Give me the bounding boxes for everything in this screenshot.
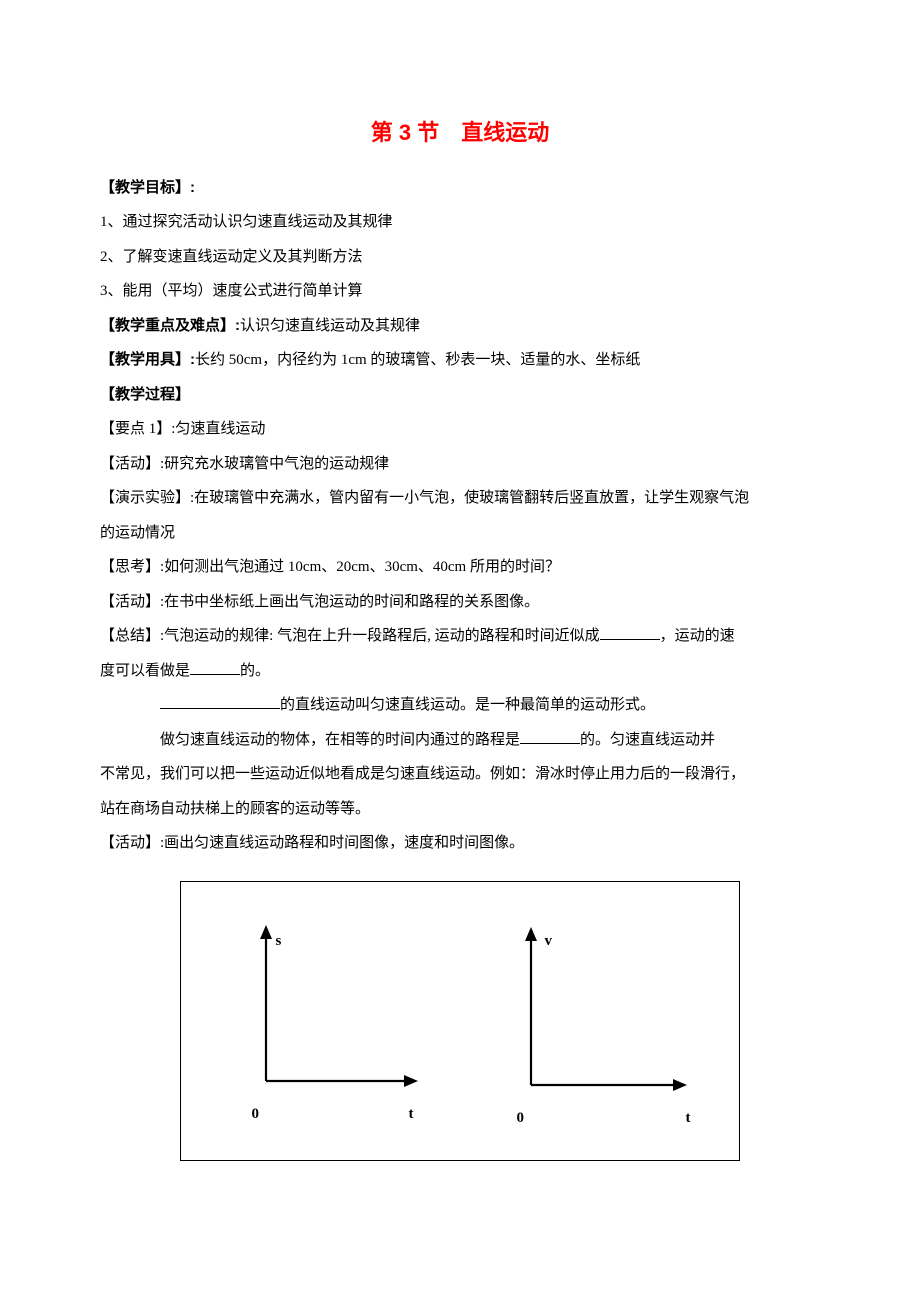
chart2-x-label: t [686, 1110, 691, 1127]
chart-s-t: s 0 t [226, 921, 426, 1101]
point1-line: 【要点 1】:匀速直线运动 [100, 412, 820, 447]
chart2-y-label: v [545, 933, 553, 950]
focus-heading: 【教学重点及难点】: [100, 317, 240, 334]
summary-a: 气泡运动的规律: 气泡在上升一段路程后, 运动的路程和时间近似成 [164, 628, 599, 644]
document-title: 第 3 节 直线运动 [100, 115, 820, 147]
y-arrow-icon [525, 927, 537, 941]
activity1-heading: 【活动】: [100, 456, 164, 472]
tools-text: 长约 50cm，内径约为 1cm 的玻璃管、秒表一块、适量的水、坐标纸 [195, 352, 640, 368]
summary-line-2: 的直线运动叫匀速直线运动。是一种最简单的运动形式。 [100, 688, 820, 723]
summary-line3-b: 的。匀速直线运动并 [580, 732, 715, 748]
focus-text: 认识匀速直线运动及其规律 [240, 318, 420, 334]
demo-text-a: 在玻璃管中充满水，管内留有一小气泡，使玻璃管翻转后竖直放置，让学生观察气泡 [194, 490, 749, 506]
goal-item-2: 2、了解变速直线运动定义及其判断方法 [100, 240, 820, 275]
tools-line: 【教学用具】:长约 50cm，内径约为 1cm 的玻璃管、秒表一块、适量的水、坐… [100, 343, 820, 378]
summary-line3-a: 做匀速直线运动的物体，在相等的时间内通过的路程是 [160, 732, 520, 748]
summary-d: 的。 [240, 663, 270, 679]
activity1-text: 研究充水玻璃管中气泡的运动规律 [164, 456, 389, 472]
chart1-origin: 0 [252, 1106, 260, 1123]
think-text: 如何测出气泡通过 10cm、20cm、30cm、40cm 所用的时间？ [164, 559, 560, 575]
blank-3 [160, 693, 280, 709]
chart1-x-label: t [409, 1106, 414, 1123]
chart2-origin: 0 [517, 1110, 525, 1127]
activity2-text: 在书中坐标纸上画出气泡运动的时间和路程的关系图像。 [164, 594, 539, 610]
process-heading-label: 【教学过程】 [100, 386, 190, 403]
goal-item-3: 3、能用（平均）速度公式进行简单计算 [100, 274, 820, 309]
blank-2 [190, 659, 240, 675]
summary-line-1: 【总结】:气泡运动的规律: 气泡在上升一段路程后, 运动的路程和时间近似成 ，运动… [100, 619, 820, 654]
chart-v-t: v 0 t [495, 921, 695, 1101]
summary-line-1b: 度可以看做是 的。 [100, 654, 820, 689]
y-arrow-icon [260, 925, 272, 939]
chart-v-t-svg [495, 921, 695, 1101]
goal-item-1: 1、通过探究活动认识匀速直线运动及其规律 [100, 205, 820, 240]
activity1-line: 【活动】:研究充水玻璃管中气泡的运动规律 [100, 447, 820, 482]
activity3-heading: 【活动】: [100, 835, 164, 851]
summary-heading: 【总结】: [100, 628, 164, 644]
think-line: 【思考】:如何测出气泡通过 10cm、20cm、30cm、40cm 所用的时间？ [100, 550, 820, 585]
activity2-heading: 【活动】: [100, 594, 164, 610]
demo-line-1: 【演示实验】:在玻璃管中充满水，管内留有一小气泡，使玻璃管翻转后竖直放置，让学生… [100, 481, 820, 516]
goals-heading: 【教学目标】: [100, 171, 820, 206]
activity3-text: 画出匀速直线运动路程和时间图像，速度和时间图像。 [164, 835, 524, 851]
process-heading: 【教学过程】 [100, 378, 820, 413]
summary-line2-a: 的直线运动叫匀速直线运动。是一种最简单的运动形式。 [280, 697, 655, 713]
point1-text: 匀速直线运动 [175, 421, 265, 437]
summary-line-3: 做匀速直线运动的物体，在相等的时间内通过的路程是 的。匀速直线运动并 [100, 723, 820, 758]
x-arrow-icon [673, 1079, 687, 1091]
demo-heading: 【演示实验】: [100, 490, 194, 506]
chart-s-t-svg [226, 921, 426, 1101]
think-heading: 【思考】: [100, 559, 164, 575]
blank-4 [520, 728, 580, 744]
focus-line: 【教学重点及难点】:认识匀速直线运动及其规律 [100, 309, 820, 344]
summary-line-5: 站在商场自动扶梯上的顾客的运动等等。 [100, 792, 820, 827]
blank-1 [600, 624, 660, 640]
x-arrow-icon [404, 1075, 418, 1087]
summary-b: ，运动的速 [660, 628, 735, 644]
charts-container: s 0 t v 0 t [180, 881, 740, 1161]
activity3-line: 【活动】:画出匀速直线运动路程和时间图像，速度和时间图像。 [100, 826, 820, 861]
chart1-y-label: s [276, 933, 282, 950]
point1-heading: 【要点 1】: [100, 421, 175, 437]
activity2-line: 【活动】:在书中坐标纸上画出气泡运动的时间和路程的关系图像。 [100, 585, 820, 620]
summary-line-4: 不常见，我们可以把一些运动近似地看成是匀速直线运动。例如：滑冰时停止用力后的一段… [100, 757, 820, 792]
document-page: 第 3 节 直线运动 【教学目标】: 1、通过探究活动认识匀速直线运动及其规律 … [0, 0, 920, 1302]
demo-line-2: 的运动情况 [100, 516, 820, 551]
goals-heading-label: 【教学目标】: [100, 179, 195, 196]
summary-c: 度可以看做是 [100, 663, 190, 679]
tools-heading: 【教学用具】: [100, 351, 195, 368]
